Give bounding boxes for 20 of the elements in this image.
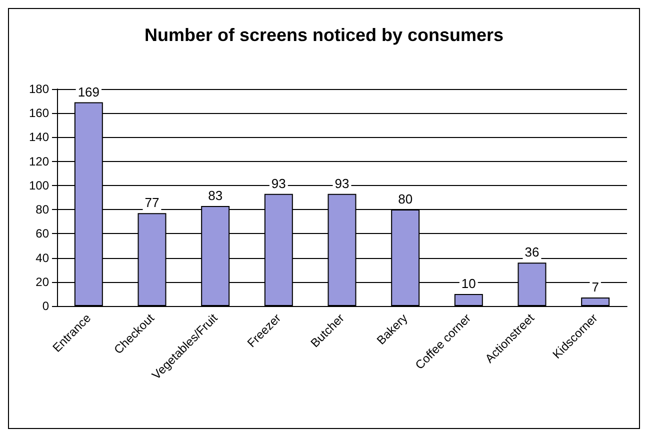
y-tick-label: 0 [42, 299, 50, 313]
data-label: 93 [334, 176, 350, 191]
data-label: 36 [524, 244, 540, 260]
y-tick-label: 100 [28, 178, 50, 192]
data-label: 7 [592, 280, 599, 295]
data-label: 10 [461, 276, 476, 291]
data-label: 83 [208, 188, 223, 203]
data-label: 77 [144, 195, 160, 210]
y-tick-label: 120 [28, 154, 50, 168]
data-label: 169 [78, 84, 100, 100]
y-tick-label: 40 [36, 250, 50, 265]
y-tick-label: 80 [36, 202, 50, 217]
data-label: 93 [271, 176, 286, 191]
chart-title: Number of screens noticed by consumers [144, 25, 504, 45]
y-tick-label: 140 [28, 130, 50, 144]
data-label: 80 [398, 192, 413, 207]
y-tick-label: 180 [28, 82, 50, 96]
y-tick-label: 20 [36, 274, 50, 289]
y-tick-label: 160 [28, 106, 50, 120]
y-tick-label: 60 [36, 226, 50, 241]
